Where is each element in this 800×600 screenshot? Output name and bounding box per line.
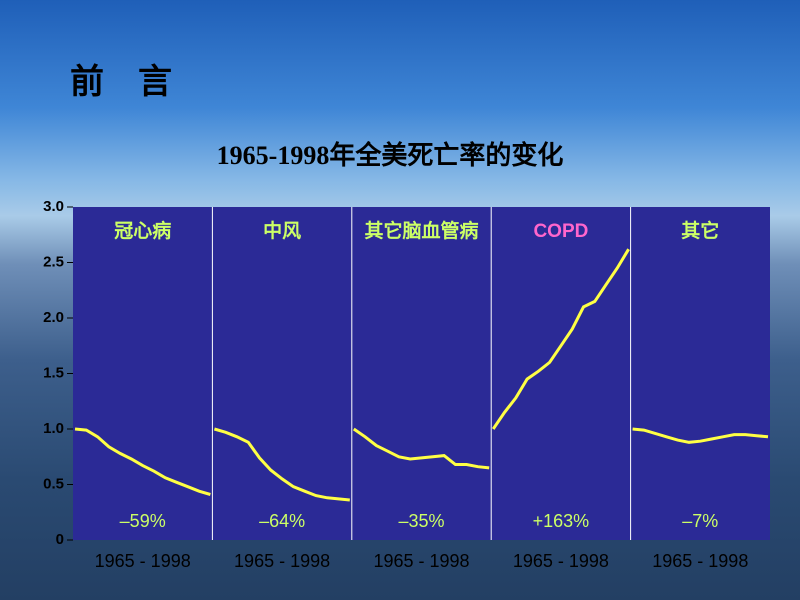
panel-name: COPD (533, 221, 588, 242)
change-label: +163% (533, 511, 590, 531)
data-line (213, 427, 350, 502)
y-tick-label: 1.5 (43, 364, 64, 381)
heading: 前 言 (70, 62, 172, 102)
data-line (491, 248, 630, 430)
y-tick-label: 0 (56, 531, 64, 548)
y-tick-label: 0.5 (43, 475, 64, 492)
y-tick-label: 1.0 (43, 420, 64, 437)
y-tick-label: 2.0 (43, 309, 64, 326)
x-label: 1965 - 1998 (95, 551, 191, 571)
panel-name: 其它脑血管病 (364, 219, 478, 242)
y-tick-label: 2.5 (43, 253, 64, 270)
change-label: –7% (682, 511, 718, 531)
x-label: 1965 - 1998 (373, 551, 469, 571)
change-label: –64% (259, 511, 305, 531)
panel-name: 冠心病 (114, 219, 171, 242)
change-label: –59% (120, 511, 166, 531)
x-label: 1965 - 1998 (513, 551, 609, 571)
x-label: 1965 - 1998 (234, 551, 330, 571)
y-tick-label: 3.0 (43, 198, 64, 215)
plot-area (73, 207, 770, 540)
chart-title: 1965-1998年全美死亡率的变化 (217, 140, 564, 170)
change-label: –35% (398, 511, 444, 531)
x-label: 1965 - 1998 (652, 551, 748, 571)
data-line (632, 427, 769, 444)
data-line (74, 427, 211, 496)
panel-name: 中风 (263, 219, 301, 242)
data-line (352, 427, 490, 470)
panel-name: 其它 (681, 219, 719, 242)
